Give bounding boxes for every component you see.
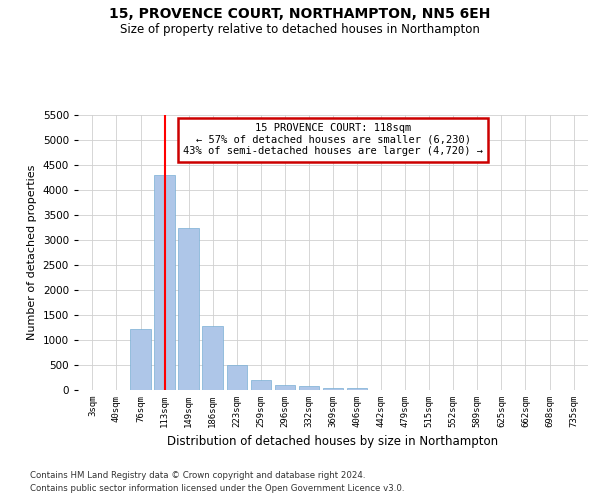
Bar [130,328,151,390]
Bar [347,388,367,390]
Bar [178,228,199,390]
Bar [299,386,319,390]
Text: Size of property relative to detached houses in Northampton: Size of property relative to detached ho… [120,22,480,36]
Y-axis label: Number of detached properties: Number of detached properties [27,165,37,340]
Bar [227,365,247,390]
Bar [323,388,343,390]
X-axis label: Distribution of detached houses by size in Northampton: Distribution of detached houses by size … [167,436,499,448]
Text: Contains public sector information licensed under the Open Government Licence v3: Contains public sector information licen… [30,484,404,493]
Bar [275,385,295,390]
Text: 15 PROVENCE COURT: 118sqm
← 57% of detached houses are smaller (6,230)
43% of se: 15 PROVENCE COURT: 118sqm ← 57% of detac… [183,123,483,156]
Bar [202,326,223,390]
Text: 15, PROVENCE COURT, NORTHAMPTON, NN5 6EH: 15, PROVENCE COURT, NORTHAMPTON, NN5 6EH [109,8,491,22]
Bar [251,380,271,390]
Text: Contains HM Land Registry data © Crown copyright and database right 2024.: Contains HM Land Registry data © Crown c… [30,470,365,480]
Bar [154,175,175,390]
